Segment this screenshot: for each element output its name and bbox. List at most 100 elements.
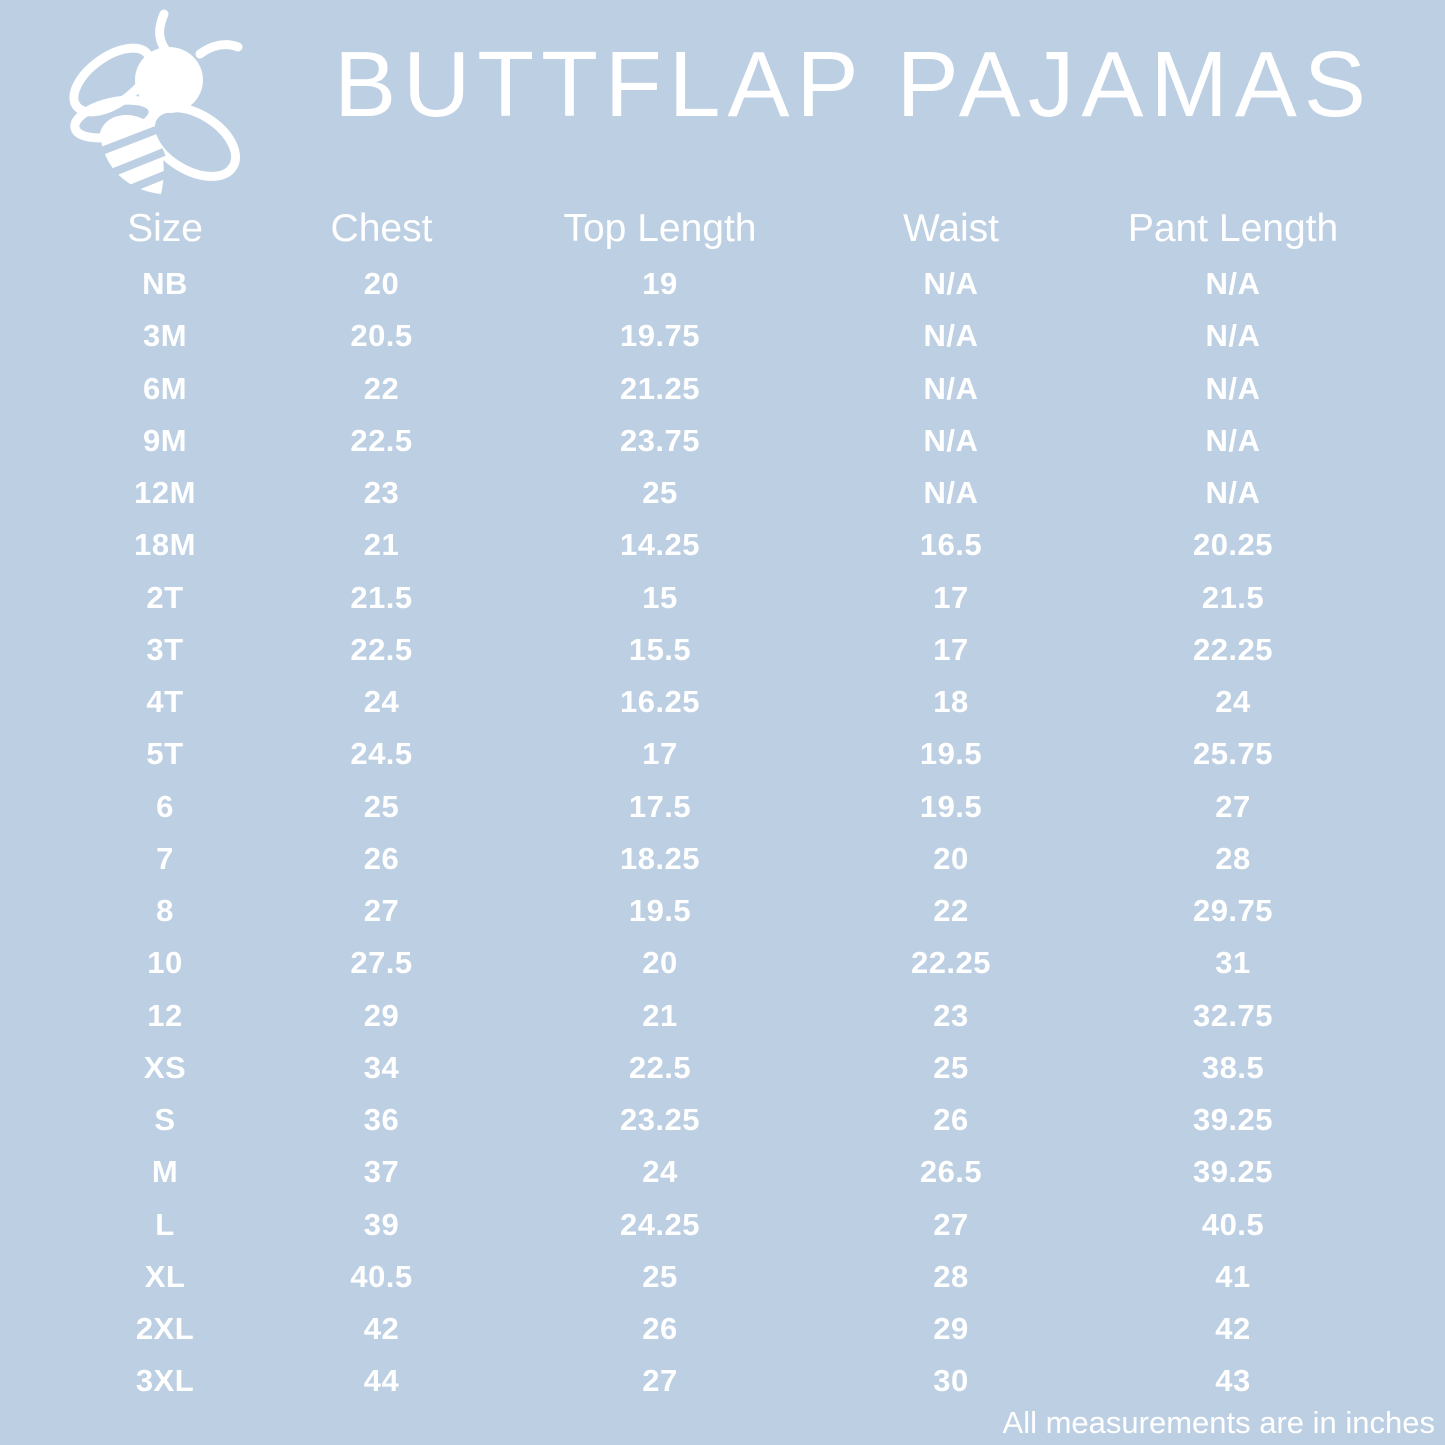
size-cell: 18M <box>134 527 196 563</box>
bee-logo-icon <box>69 9 243 195</box>
measurement-cell: 43 <box>1215 1363 1251 1399</box>
table-row: 9M 22.5 23.75 N/A N/A <box>57 415 1394 467</box>
measurement-cell: 27 <box>1215 788 1251 824</box>
page-title: BUTTFLAP PAJAMAS <box>334 31 1373 136</box>
measurement-cell: 32.75 <box>1192 997 1274 1033</box>
measurement-cell: 22.25 <box>1192 631 1274 667</box>
size-cell: 12M <box>134 475 196 511</box>
table-row: 6M 22 21.25 N/A N/A <box>57 363 1394 415</box>
measurement-cell: 18 <box>933 684 969 720</box>
column-header-top-length: Top Length <box>563 207 757 250</box>
table-row: NB 20 19 N/A N/A <box>57 258 1394 310</box>
column-header-waist: Waist <box>902 207 1000 250</box>
measurement-cell: 40.5 <box>1201 1206 1265 1242</box>
measurement-cell: N/A <box>1205 370 1261 406</box>
measurement-cell: 19.5 <box>628 893 692 929</box>
measurement-cell: 39 <box>363 1206 400 1242</box>
table-row: XL 40.5 25 28 41 <box>57 1251 1394 1303</box>
measurement-cell: 19.75 <box>619 318 701 354</box>
size-cell: M <box>151 1154 179 1190</box>
measurement-cell: 42 <box>363 1311 400 1347</box>
measurement-cell: 17 <box>933 631 969 667</box>
table-row: L 39 24.25 27 40.5 <box>57 1199 1394 1251</box>
measurement-cell: 19.5 <box>919 788 983 824</box>
measurement-cell: 23 <box>933 997 969 1033</box>
table-row: 3M 20.5 19.75 N/A N/A <box>57 310 1394 362</box>
table-row: M 37 24 26.5 39.25 <box>57 1146 1394 1198</box>
size-cell: 5T <box>146 736 184 772</box>
size-cell: 3M <box>142 318 188 354</box>
measurement-cell: 21 <box>642 997 678 1033</box>
measurement-cell: 25 <box>642 1258 678 1294</box>
measurement-cell: 16.25 <box>619 684 701 720</box>
measurement-cell: 44 <box>363 1363 400 1399</box>
table-header-row: Size Chest Top Length Waist Pant Length <box>57 200 1394 258</box>
measurement-cell: 14.25 <box>619 527 701 563</box>
measurement-cell: N/A <box>1205 422 1261 458</box>
table-row: 3XL 44 27 30 43 <box>57 1355 1394 1407</box>
measurement-cell: N/A <box>923 266 979 302</box>
measurement-cell: 18.25 <box>619 840 701 876</box>
measurement-cell: 25 <box>642 475 678 511</box>
table-row: 10 27.5 20 22.25 31 <box>57 937 1394 989</box>
measurement-cell: 16.5 <box>919 527 983 563</box>
size-cell: 2XL <box>135 1311 195 1347</box>
measurement-cell: 26 <box>363 840 400 876</box>
measurement-cell: 28 <box>933 1258 969 1294</box>
measurement-cell: 31 <box>1215 945 1251 981</box>
table-row: 2XL 42 26 29 42 <box>57 1303 1394 1355</box>
size-cell: 3T <box>146 631 184 667</box>
measurement-cell: 17 <box>933 579 969 615</box>
size-cell: 3XL <box>135 1363 195 1399</box>
measurement-note: All measurements are in inches <box>1002 1405 1435 1440</box>
measurement-cell: 25 <box>363 788 400 824</box>
measurement-cell: 17 <box>642 736 678 772</box>
measurement-cell: 26 <box>933 1102 969 1138</box>
measurement-cell: 38.5 <box>1201 1049 1265 1085</box>
table-row: XS 34 22.5 25 38.5 <box>57 1042 1394 1094</box>
table-row: 7 26 18.25 20 28 <box>57 833 1394 885</box>
measurement-cell: 24 <box>1215 684 1251 720</box>
measurement-cell: N/A <box>923 422 979 458</box>
table-row: S 36 23.25 26 39.25 <box>57 1094 1394 1146</box>
measurement-cell: 42 <box>1215 1311 1251 1347</box>
table-row: 3T 22.5 15.5 17 22.25 <box>57 624 1394 676</box>
measurement-cell: 24 <box>363 684 400 720</box>
measurement-cell: 27.5 <box>350 945 413 981</box>
measurement-cell: 17.5 <box>628 788 692 824</box>
measurement-cell: 29 <box>933 1311 969 1347</box>
size-cell: 10 <box>147 945 183 981</box>
measurement-cell: 22 <box>363 370 400 406</box>
measurement-cell: 25.75 <box>1192 736 1274 772</box>
measurement-cell: 15.5 <box>628 631 692 667</box>
size-cell: 8 <box>156 893 174 929</box>
measurement-cell: 26.5 <box>919 1154 983 1190</box>
table-row: 12 29 21 23 32.75 <box>57 990 1394 1042</box>
table-row: 12M 23 25 N/A N/A <box>57 467 1394 519</box>
measurement-cell: 19.5 <box>919 736 983 772</box>
measurement-cell: 23.25 <box>619 1102 701 1138</box>
measurement-cell: N/A <box>1205 318 1261 354</box>
size-cell: S <box>154 1102 176 1138</box>
measurement-cell: 20.5 <box>350 318 413 354</box>
measurement-cell: 20 <box>363 266 400 302</box>
measurement-cell: 20 <box>933 840 969 876</box>
measurement-cell: N/A <box>1205 266 1261 302</box>
size-cell: NB <box>142 266 188 302</box>
measurement-cell: N/A <box>923 370 979 406</box>
measurement-cell: N/A <box>1205 475 1261 511</box>
measurement-cell: 40.5 <box>350 1258 413 1294</box>
measurement-cell: 39.25 <box>1192 1102 1274 1138</box>
measurement-cell: 24.5 <box>350 736 413 772</box>
column-header-size: Size <box>127 207 203 250</box>
measurement-cell: 36 <box>363 1102 400 1138</box>
measurement-cell: 29 <box>363 997 400 1033</box>
measurement-cell: N/A <box>923 475 979 511</box>
measurement-cell: 15 <box>642 579 678 615</box>
measurement-cell: 27 <box>642 1363 678 1399</box>
size-cell: XS <box>143 1049 187 1085</box>
measurement-cell: 24 <box>642 1154 678 1190</box>
measurement-cell: 21.25 <box>619 370 701 406</box>
table-row: 4T 24 16.25 18 24 <box>57 676 1394 728</box>
measurement-cell: 21 <box>363 527 400 563</box>
